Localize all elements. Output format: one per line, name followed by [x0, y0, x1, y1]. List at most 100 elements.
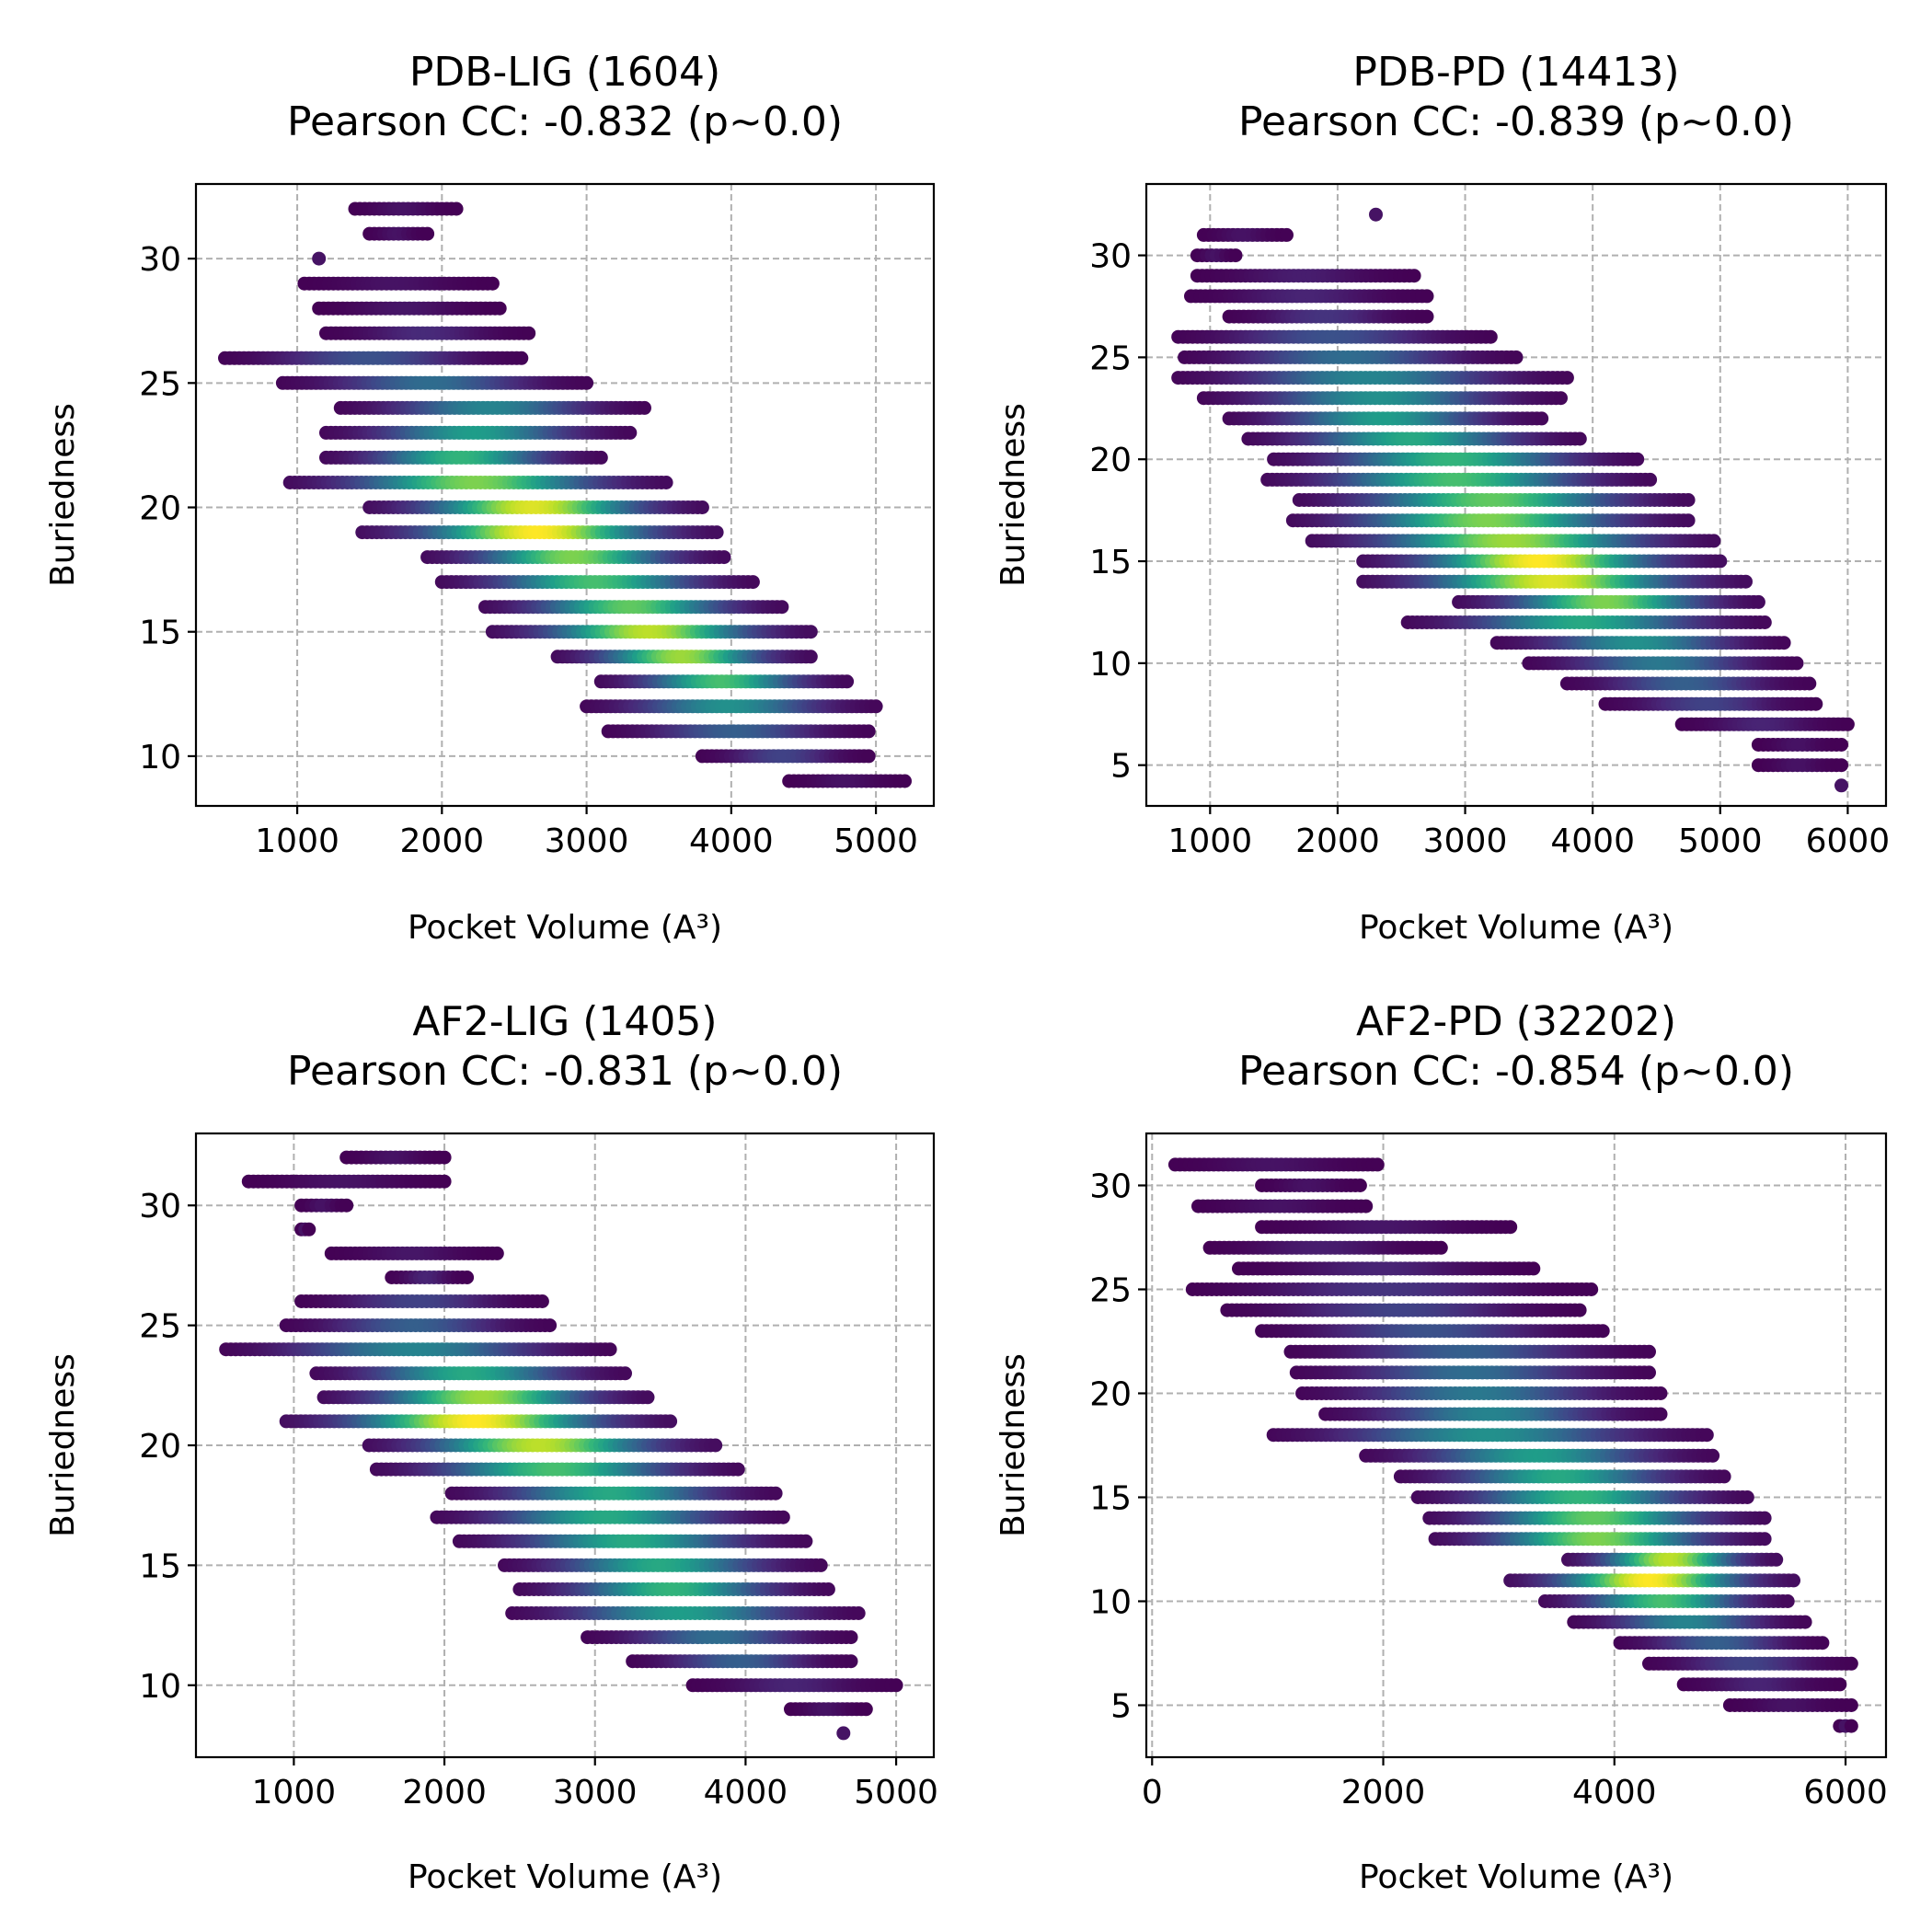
data-point [339, 1198, 354, 1213]
data-point [623, 425, 638, 440]
data-point [844, 1630, 858, 1645]
data-point [1535, 411, 1549, 426]
data-point [745, 575, 760, 590]
data-point [709, 525, 724, 540]
data-point [640, 1390, 655, 1405]
chart-subtitle: Pearson CC: -0.839 (p~0.0) [1238, 98, 1794, 145]
data-point [803, 625, 818, 639]
data-point [861, 749, 876, 764]
x-tick-label: 1000 [255, 822, 339, 860]
data-point [638, 400, 651, 415]
data-point [1751, 594, 1765, 609]
data-point [717, 550, 731, 565]
data-point [1642, 1344, 1656, 1359]
x-tick-label: 4000 [704, 1774, 788, 1811]
data-point [535, 1294, 549, 1308]
data-point [1352, 1179, 1367, 1192]
data-point [1834, 738, 1848, 752]
data-point [1526, 1261, 1541, 1276]
data-point [1359, 1199, 1374, 1213]
data-point [420, 226, 435, 241]
x-tick-label: 5000 [1678, 822, 1763, 860]
data-point [437, 1150, 452, 1165]
data-point [618, 1366, 632, 1381]
data-point [1280, 227, 1294, 242]
data-point [898, 774, 912, 788]
data-point [1370, 1157, 1385, 1172]
data-point [1595, 1324, 1610, 1339]
x-axis-label: Pocket Volume (A³) [1359, 909, 1673, 947]
data-point [821, 1582, 835, 1596]
chart-subtitle: Pearson CC: -0.831 (p~0.0) [287, 1048, 843, 1095]
x-tick-label: 2000 [1295, 822, 1380, 860]
chart-subtitle: Pearson CC: -0.854 (p~0.0) [1238, 1048, 1794, 1095]
chart-title: PDB-PD (14413) [1352, 49, 1679, 96]
data-point [803, 650, 818, 664]
data-point [813, 1558, 828, 1572]
data-point [1420, 309, 1434, 324]
y-axis-label: Buriedness [995, 403, 1032, 587]
data-point [663, 1414, 678, 1429]
y-tick-label: 25 [139, 365, 181, 403]
data-point [437, 1174, 452, 1189]
data-point [1757, 615, 1772, 629]
data-point [1809, 696, 1823, 711]
panel-pdb-lig: PDB-LIG (1604) Pearson CC: -0.832 (p~0.0… [44, 49, 936, 947]
data-point [1630, 452, 1645, 466]
data-point [1572, 1303, 1587, 1317]
x-tick-label: 3000 [1423, 822, 1508, 860]
data-point [514, 351, 529, 365]
data-point [1642, 1365, 1656, 1380]
data-point [492, 301, 507, 316]
data-point [768, 1486, 783, 1501]
x-tick-label: 4000 [689, 822, 774, 860]
data-point [1713, 554, 1728, 569]
data-point [695, 500, 709, 514]
data-point [460, 1271, 475, 1284]
data-point [1433, 1240, 1448, 1255]
data-point [1802, 676, 1817, 691]
data-point [1834, 778, 1848, 793]
y-tick-label: 15 [1089, 544, 1132, 581]
data-point [312, 251, 327, 266]
chart-title: PDB-LIG (1604) [409, 49, 720, 96]
y-tick-label: 15 [139, 615, 181, 652]
x-tick-label: 5000 [834, 822, 918, 860]
data-point [485, 276, 500, 291]
data-point [868, 699, 883, 714]
data-point [1834, 758, 1848, 773]
data-point [836, 1726, 851, 1741]
data-point [1643, 472, 1658, 487]
data-point [1572, 431, 1587, 446]
data-point [776, 1510, 790, 1524]
data-point [1554, 391, 1568, 406]
chart-title: AF2-LIG (1405) [412, 998, 717, 1045]
data-point [1483, 329, 1498, 344]
data-point [1559, 371, 1574, 385]
data-point [889, 1678, 903, 1693]
data-point [1503, 1220, 1518, 1235]
data-point [1739, 574, 1753, 589]
chart-subtitle: Pearson CC: -0.832 (p~0.0) [287, 98, 843, 145]
data-point [1789, 656, 1804, 671]
data-point [593, 450, 608, 465]
data-point [302, 1222, 316, 1236]
data-point [799, 1534, 813, 1548]
y-tick-label: 10 [139, 739, 181, 776]
data-point [1777, 636, 1791, 650]
x-tick-label: 3000 [553, 1774, 638, 1811]
y-tick-label: 25 [1089, 339, 1132, 377]
data-point [1840, 717, 1855, 731]
y-tick-label: 20 [139, 490, 181, 528]
data-point [730, 1462, 745, 1477]
y-tick-label: 5 [1110, 748, 1132, 786]
data-point [1509, 350, 1524, 364]
panel-af2-lig: AF2-LIG (1405) Pearson CC: -0.831 (p~0.0… [44, 998, 938, 1896]
data-point [1584, 1282, 1599, 1296]
data-point [522, 326, 536, 340]
x-tick-label: 5000 [854, 1774, 938, 1811]
